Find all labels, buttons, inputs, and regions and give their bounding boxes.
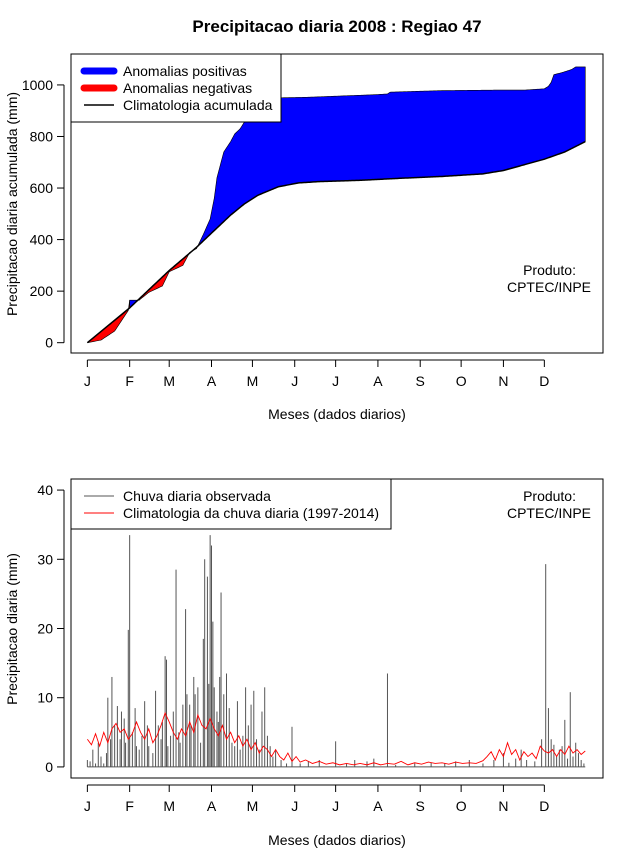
bottom-y-tick-label: 0 — [45, 759, 53, 775]
legend-positive-label: Anomalias positivas — [123, 63, 247, 79]
bottom-x-tick-label: J — [291, 798, 298, 814]
producer-name-top: CPTEC/INPE — [507, 279, 591, 295]
legend-top: Anomalias positivas Anomalias negativas … — [70, 53, 282, 123]
y-axis-top: 0 200 400 600 800 1000 — [22, 77, 65, 351]
top-x-tick-label: M — [247, 373, 259, 389]
top-y-tick-label: 600 — [30, 180, 54, 196]
y-axis-bottom: 0 10 20 30 40 — [37, 482, 65, 775]
y-axis-label-top: Precipitacao diaria acumulada (mm) — [4, 92, 20, 316]
bottom-x-tick-label: S — [416, 798, 425, 814]
top-y-tick-label: 0 — [45, 335, 53, 351]
bottom-x-tick-label: J — [332, 798, 339, 814]
producer-name-bottom: CPTEC/INPE — [507, 505, 591, 521]
bottom-x-tick-label: O — [456, 798, 467, 814]
top-x-tick-label: N — [498, 373, 508, 389]
bottom-y-tick-label: 40 — [37, 482, 53, 498]
top-x-tick-label: S — [416, 373, 425, 389]
legend-bottom: Chuva diaria observada Climatologia da c… — [70, 478, 392, 530]
y-axis-label-bottom: Precipitacao diaria (mm) — [4, 553, 20, 705]
legend-negative-label: Anomalias negativas — [123, 80, 252, 96]
cumulative-panel: 0 200 400 600 800 1000 J F M A M J J A S O N D Precipita… — [4, 53, 604, 422]
top-x-tick-label: D — [539, 373, 549, 389]
climatology-daily-line — [87, 711, 586, 766]
bottom-y-tick-label: 20 — [37, 621, 53, 637]
top-x-tick-label: F — [125, 373, 134, 389]
legend-box-bottom — [70, 478, 392, 530]
top-y-tick-label: 400 — [30, 232, 54, 248]
bottom-x-tick-label: M — [247, 798, 259, 814]
climatology-cumulative-line — [86, 140, 586, 344]
bottom-x-tick-label: F — [125, 798, 134, 814]
top-x-tick-label: J — [291, 373, 298, 389]
producer-label-top: Produto: — [523, 262, 576, 278]
bottom-x-tick-label: J — [84, 798, 91, 814]
legend-observed-label: Chuva diaria observada — [123, 488, 271, 504]
bottom-x-tick-label: M — [163, 798, 175, 814]
bottom-y-tick-label: 30 — [37, 551, 53, 567]
bottom-x-tick-label: A — [373, 798, 383, 814]
bottom-x-tick-label: D — [539, 798, 549, 814]
top-x-tick-label: A — [207, 373, 217, 389]
daily-panel: 0 10 20 30 40 J F M A M J J A S O N D Precipitacao diar… — [4, 478, 604, 848]
top-y-tick-label: 800 — [30, 128, 54, 144]
top-x-tick-label: A — [373, 373, 383, 389]
bottom-x-tick-label: A — [207, 798, 217, 814]
top-x-tick-label: J — [84, 373, 91, 389]
top-x-tick-label: M — [163, 373, 175, 389]
top-y-tick-label: 1000 — [22, 77, 53, 93]
legend-climatology-label: Climatologia acumulada — [123, 97, 273, 113]
x-axis-label-top: Meses (dados diarios) — [268, 406, 406, 422]
top-x-tick-label: J — [332, 373, 339, 389]
producer-label-bottom: Produto: — [523, 488, 576, 504]
top-y-tick-label: 200 — [30, 283, 54, 299]
top-x-tick-label: O — [456, 373, 467, 389]
legend-climatology-daily-label: Climatologia da chuva diaria (1997-2014) — [123, 505, 379, 521]
x-axis-label-bottom: Meses (dados diarios) — [268, 832, 406, 848]
bottom-y-tick-label: 10 — [37, 690, 53, 706]
bottom-x-tick-label: N — [498, 798, 508, 814]
observed-rain-spikes — [86, 535, 586, 768]
plot-frame-top — [70, 53, 604, 354]
chart-title: Precipitacao diaria 2008 : Regiao 47 — [192, 17, 481, 36]
